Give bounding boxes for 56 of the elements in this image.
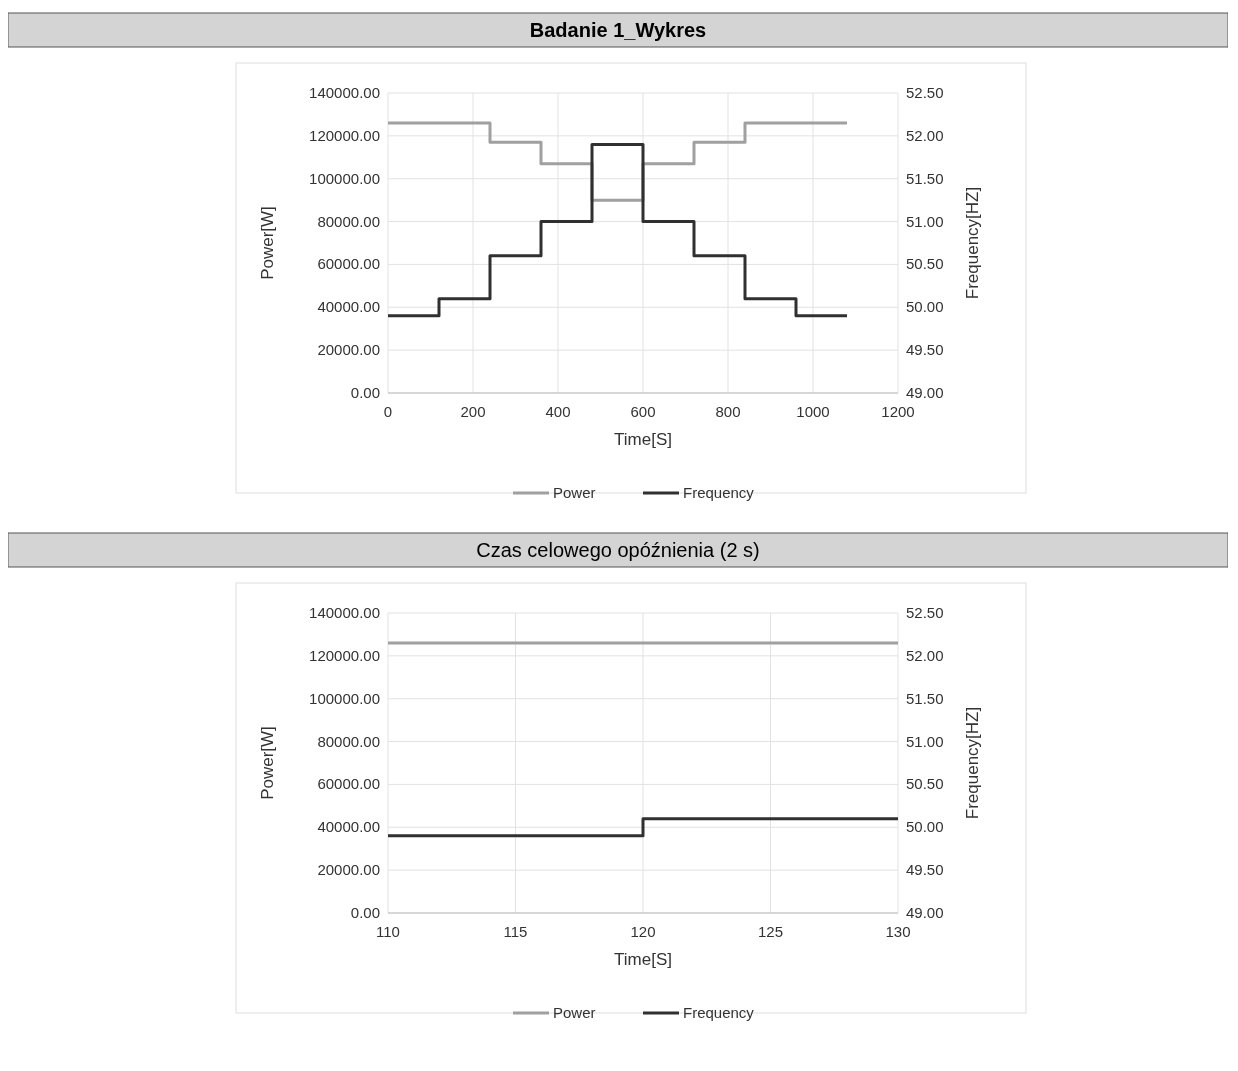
legend-label: Frequency xyxy=(683,484,755,501)
y2-tick-label: 50.50 xyxy=(906,255,944,273)
x-tick-label: 200 xyxy=(460,403,486,420)
x-axis-title: Time[S] xyxy=(614,430,672,449)
y-axis-title: Power[W] xyxy=(258,206,277,280)
y2-tick-label: 49.00 xyxy=(906,384,944,401)
y2-tick-label: 51.50 xyxy=(906,169,944,187)
legend-label: Frequency xyxy=(683,1004,755,1021)
x-tick-label: 1000 xyxy=(796,403,830,420)
x-axis-title: Time[S] xyxy=(614,950,672,969)
y-axis-title: Power[W] xyxy=(258,726,277,800)
x-tick-label: 800 xyxy=(715,403,741,420)
x-tick-label: 1200 xyxy=(881,403,915,420)
y2-tick-label: 52.00 xyxy=(906,646,944,664)
x-tick-label: 400 xyxy=(545,403,571,420)
x-tick-label: 120 xyxy=(630,923,656,940)
y-tick-label: 0.00 xyxy=(350,384,380,401)
y-tick-label: 100000.00 xyxy=(309,169,380,187)
chart-title: Badanie 1_Wykres xyxy=(529,19,707,41)
y2-tick-label: 52.00 xyxy=(906,126,944,144)
y2-tick-label: 50.00 xyxy=(906,298,944,316)
x-tick-label: 110 xyxy=(376,923,400,940)
y-tick-label: 60000.00 xyxy=(317,775,380,793)
x-tick-label: 130 xyxy=(885,923,911,940)
y-tick-label: 120000.00 xyxy=(309,646,380,664)
y2-tick-label: 49.50 xyxy=(906,341,944,359)
y2-axis-title: Frequency[HZ] xyxy=(963,186,982,300)
y2-tick-label: 52.50 xyxy=(906,604,944,621)
y-tick-label: 80000.00 xyxy=(317,732,380,750)
y-tick-label: 20000.00 xyxy=(317,341,380,359)
legend-label: Power xyxy=(553,1004,596,1021)
y2-tick-label: 50.50 xyxy=(906,775,944,793)
x-tick-label: 125 xyxy=(757,923,784,940)
y2-tick-label: 51.00 xyxy=(906,212,944,230)
y-tick-label: 20000.00 xyxy=(317,861,380,879)
legend-label: Power xyxy=(553,484,596,501)
y-tick-label: 40000.00 xyxy=(317,298,380,316)
y2-axis-title: Frequency[HZ] xyxy=(963,706,982,820)
y-tick-label: 40000.00 xyxy=(317,818,380,836)
x-tick-label: 0 xyxy=(383,403,393,420)
y-tick-label: 60000.00 xyxy=(317,255,380,273)
y2-tick-label: 52.50 xyxy=(906,84,944,101)
y-tick-label: 120000.00 xyxy=(309,126,380,144)
y2-tick-label: 51.50 xyxy=(906,689,944,707)
y2-tick-label: 49.50 xyxy=(906,861,944,879)
y2-tick-label: 49.00 xyxy=(906,904,944,921)
y-tick-label: 140000.00 xyxy=(309,604,380,621)
y-tick-label: 0.00 xyxy=(350,904,380,921)
x-tick-label: 115 xyxy=(503,923,528,940)
y-tick-label: 140000.00 xyxy=(309,84,380,101)
chart-title: Czas celowego opóźnienia (2 s) xyxy=(476,539,760,561)
y-tick-label: 80000.00 xyxy=(317,212,380,230)
y-tick-label: 100000.00 xyxy=(309,689,380,707)
y2-tick-label: 51.00 xyxy=(906,732,944,750)
x-tick-label: 600 xyxy=(630,403,656,420)
y2-tick-label: 50.00 xyxy=(906,818,944,836)
